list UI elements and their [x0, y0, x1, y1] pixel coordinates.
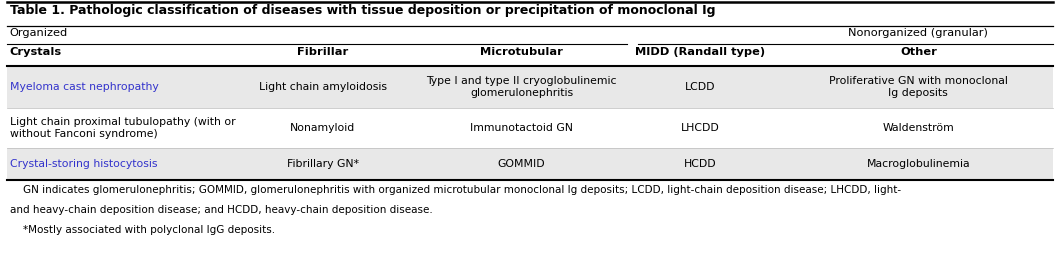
Text: and heavy-chain deposition disease; and HCDD, heavy-chain deposition disease.: and heavy-chain deposition disease; and … [10, 205, 433, 215]
Text: MIDD (Randall type): MIDD (Randall type) [636, 47, 765, 57]
Text: Waldenström: Waldenström [882, 123, 954, 133]
Bar [7, 148, 1053, 180]
Text: Myeloma cast nephropathy: Myeloma cast nephropathy [10, 82, 159, 92]
Text: Immunotactoid GN: Immunotactoid GN [470, 123, 573, 133]
Text: Crystals: Crystals [10, 47, 61, 57]
Text: Proliferative GN with monoclonal
Ig deposits: Proliferative GN with monoclonal Ig depo… [828, 76, 1008, 98]
Text: Table 1. Pathologic classification of diseases with tissue deposition or precipi: Table 1. Pathologic classification of di… [10, 4, 715, 17]
Text: Other: Other [900, 47, 936, 57]
Text: LCDD: LCDD [686, 82, 715, 92]
Text: Light chain proximal tubulopathy (with or
without Fanconi syndrome): Light chain proximal tubulopathy (with o… [10, 117, 235, 139]
Text: Organized: Organized [10, 28, 68, 38]
Text: GN indicates glomerulonephritis; GOMMID, glomerulonephritis with organized micro: GN indicates glomerulonephritis; GOMMID,… [10, 185, 900, 195]
Text: Type I and type II cryoglobulinemic
glomerulonephritis: Type I and type II cryoglobulinemic glom… [426, 76, 617, 98]
Text: GOMMID: GOMMID [497, 159, 546, 169]
Text: Microtubular: Microtubular [480, 47, 563, 57]
Text: Light chain amyloidosis: Light chain amyloidosis [259, 82, 386, 92]
Bar [7, 66, 1053, 108]
Text: LHCDD: LHCDD [681, 123, 719, 133]
Text: Fibrillary GN*: Fibrillary GN* [287, 159, 359, 169]
Text: *Mostly associated with polyclonal IgG deposits.: *Mostly associated with polyclonal IgG d… [10, 225, 275, 235]
Bar [7, 108, 1053, 148]
Text: HCDD: HCDD [685, 159, 716, 169]
Text: Macroglobulinemia: Macroglobulinemia [867, 159, 970, 169]
Text: Nonorganized (granular): Nonorganized (granular) [849, 28, 988, 38]
Text: Fibrillar: Fibrillar [297, 47, 348, 57]
Text: Nonamyloid: Nonamyloid [290, 123, 355, 133]
Text: Crystal-storing histocytosis: Crystal-storing histocytosis [10, 159, 157, 169]
